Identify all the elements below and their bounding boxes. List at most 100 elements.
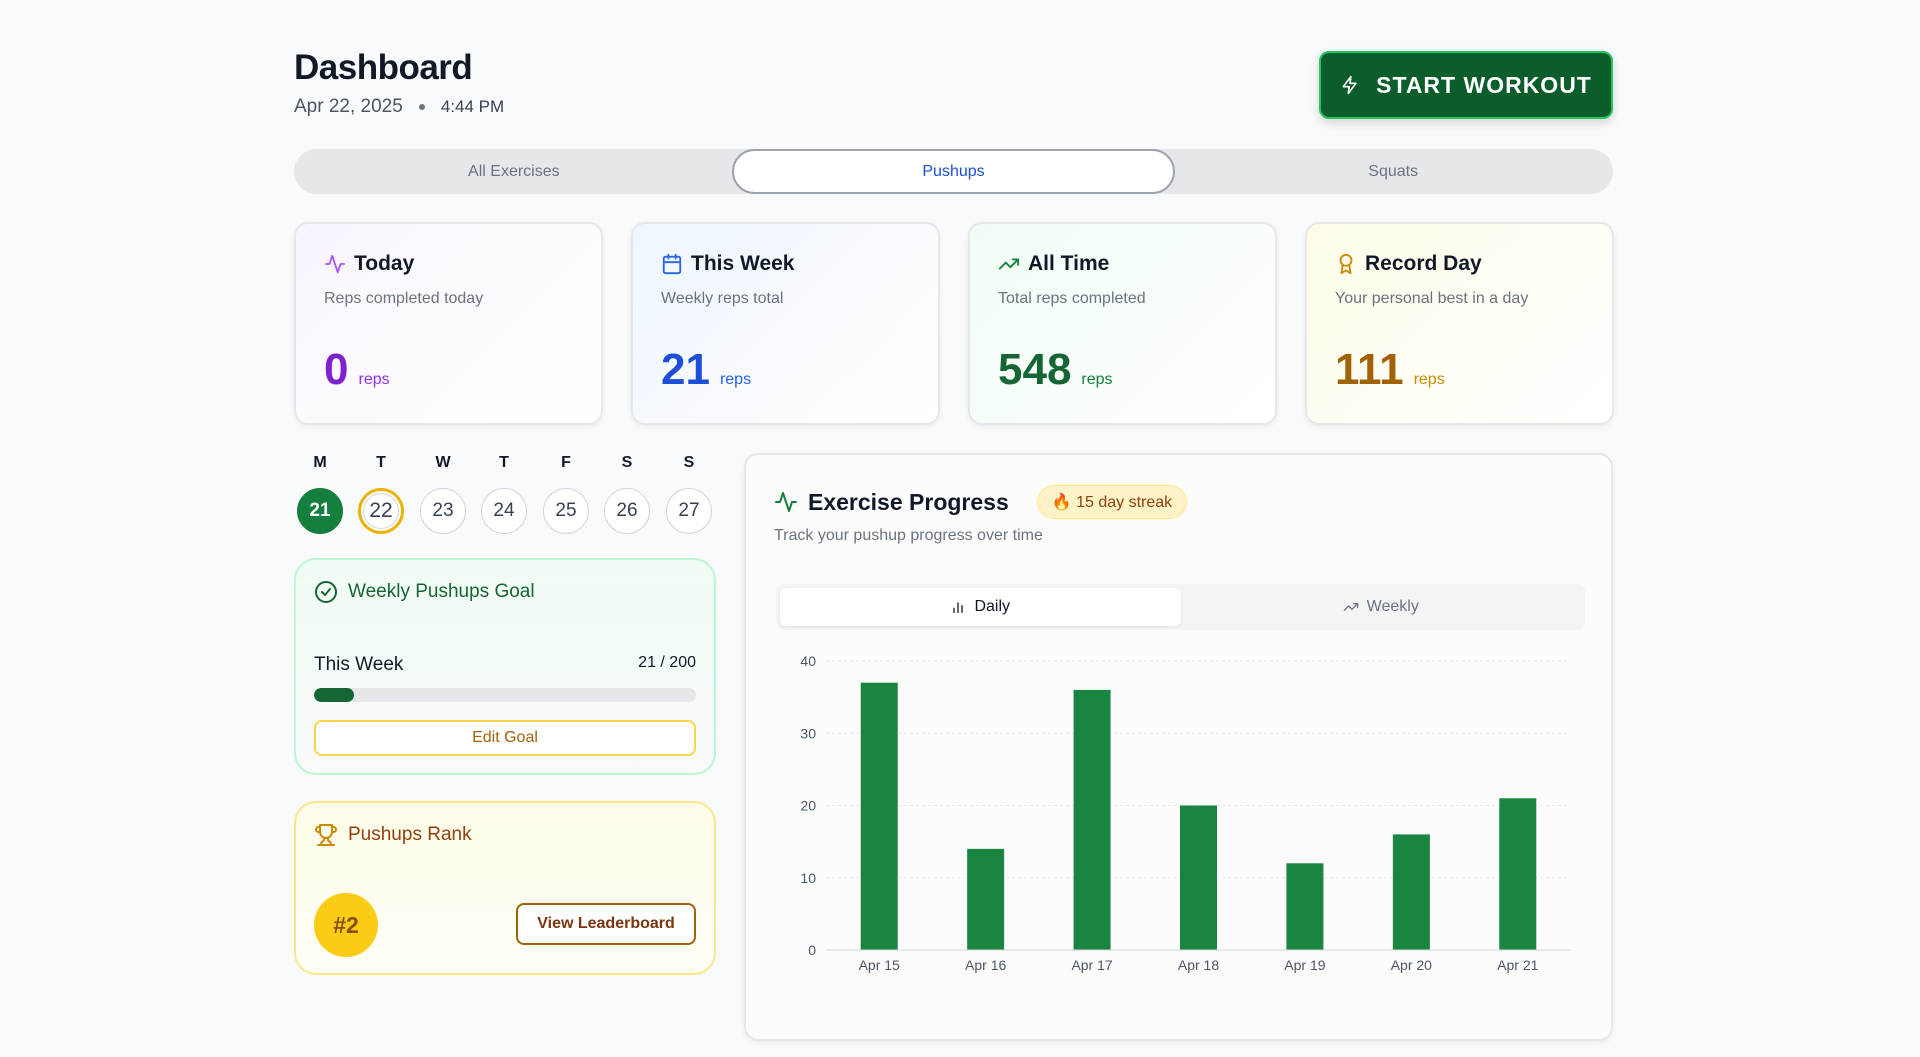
- y-tick-label: 30: [800, 725, 816, 741]
- week-day[interactable]: W 23: [420, 454, 466, 534]
- tab-all-exercises[interactable]: All Exercises: [468, 162, 560, 180]
- x-tick-label: Apr 20: [1391, 957, 1432, 973]
- dashboard: Dashboard Apr 22, 2025 4:44 PM START WOR…: [294, 0, 1614, 1057]
- progress-title: Exercise Progress: [808, 488, 1009, 515]
- award-icon: [1339, 253, 1353, 275]
- day-date: 23: [420, 488, 466, 534]
- x-tick-label: Apr 19: [1284, 957, 1325, 973]
- goal-progress-bar: [314, 688, 696, 702]
- chart-bar: [1286, 863, 1324, 950]
- stat-card-today: Today Reps completed today 0 reps: [294, 222, 603, 425]
- day-date: 22: [358, 488, 404, 534]
- goal-progress-fill: [314, 688, 355, 702]
- stat-title: This Week: [691, 252, 795, 275]
- trophy-icon: [315, 824, 337, 846]
- stat-description: Weekly reps total: [661, 290, 784, 307]
- day-date: 21: [297, 488, 343, 534]
- current-date: Apr 22, 2025: [294, 96, 403, 117]
- activity-icon: [775, 492, 797, 512]
- day-label: W: [435, 454, 451, 471]
- segment-label: Daily: [974, 598, 1011, 615]
- start-workout-label: START WORKOUT: [1376, 71, 1592, 98]
- trending-up-icon: [1343, 603, 1358, 611]
- goal-title: Weekly Pushups Goal: [348, 581, 535, 602]
- stat-unit: reps: [719, 371, 752, 388]
- bar-chart-icon: [953, 602, 964, 613]
- x-tick-label: Apr 21: [1497, 957, 1538, 973]
- day-label: S: [683, 454, 695, 471]
- week-day[interactable]: T 22: [358, 454, 404, 534]
- y-tick-label: 20: [800, 798, 816, 814]
- stat-title: Today: [354, 252, 415, 275]
- day-date: 24: [481, 488, 527, 534]
- week-day[interactable]: T 24: [481, 454, 527, 534]
- day-label: T: [376, 454, 386, 471]
- chart-bar: [860, 682, 898, 950]
- streak-badge: 🔥 15 day streak: [1036, 485, 1188, 519]
- rank-title: Pushups Rank: [348, 824, 472, 845]
- start-workout-button[interactable]: START WORKOUT: [1319, 51, 1613, 119]
- goal-row-label: This Week: [314, 654, 404, 675]
- view-leaderboard-button[interactable]: View Leaderboard: [516, 903, 696, 945]
- chart-bar: [967, 848, 1005, 950]
- x-tick-label: Apr 15: [859, 957, 900, 973]
- chart-bar: [1180, 805, 1217, 950]
- stat-unit: reps: [358, 371, 390, 388]
- segment-daily[interactable]: Daily: [780, 588, 1181, 626]
- separator-dot: [418, 104, 425, 110]
- y-tick-label: 0: [808, 942, 816, 958]
- day-date: 26: [604, 488, 650, 534]
- daily-bar-chart: 0 10 20 30 40 Apr 15 Apr 16 Apr 17 Apr 18 Apr 19 A…: [800, 653, 1571, 973]
- current-time: 4:44 PM: [440, 97, 505, 116]
- page-title: Dashboard: [294, 48, 473, 87]
- segment-weekly[interactable]: Weekly: [1181, 588, 1582, 626]
- x-tick-label: Apr 18: [1178, 957, 1219, 973]
- tab-pushups[interactable]: Pushups: [731, 149, 1176, 194]
- date-time-row: Apr 22, 2025 4:44 PM: [294, 96, 504, 118]
- rank-card: Pushups Rank #2 View Leaderboard: [294, 801, 716, 975]
- stat-card-all-time: All Time Total reps completed 548 reps: [968, 222, 1277, 425]
- stat-title: All Time: [1028, 252, 1110, 275]
- day-label: M: [313, 454, 327, 471]
- day-label: F: [561, 454, 571, 471]
- stat-description: Total reps completed: [998, 290, 1146, 307]
- chart-bar: [1392, 834, 1430, 950]
- stat-card-this-week: This Week Weekly reps total 21 reps: [631, 222, 940, 425]
- exercise-progress-card: Exercise Progress 🔥 15 day streak Track …: [744, 453, 1613, 1041]
- stat-value: 111: [1335, 345, 1404, 394]
- tab-squats[interactable]: Squats: [1368, 162, 1419, 180]
- y-tick-label: 40: [800, 653, 816, 669]
- activity-icon: [324, 254, 346, 274]
- stat-card-record-day: Record Day Your personal best in a day 1…: [1305, 222, 1614, 425]
- week-day[interactable]: F 25: [543, 454, 589, 534]
- stat-description: Your personal best in a day: [1335, 290, 1529, 307]
- check-circle-icon: [315, 581, 337, 603]
- x-tick-label: Apr 17: [1071, 957, 1112, 973]
- day-label: T: [499, 454, 509, 471]
- y-tick-label: 10: [800, 870, 816, 886]
- chart-range-toggle: Daily Weekly: [776, 584, 1585, 630]
- chart-bar: [1073, 689, 1111, 950]
- trending-up-icon: [998, 258, 1020, 270]
- bolt-icon: [1342, 75, 1357, 95]
- calendar-icon: [662, 253, 682, 275]
- goal-progress-text: 21 / 200: [638, 654, 696, 671]
- week-day[interactable]: S 26: [604, 454, 650, 534]
- exercise-tabs: All Exercises Pushups Squats: [294, 149, 1613, 194]
- weekly-goal-card: Weekly Pushups Goal This Week 21 / 200 E…: [294, 558, 716, 775]
- stat-title: Record Day: [1365, 252, 1482, 275]
- rank-badge: #2: [314, 893, 378, 957]
- day-label: S: [621, 454, 633, 471]
- stat-value: 0: [324, 345, 349, 394]
- x-tick-label: Apr 16: [965, 957, 1006, 973]
- stat-unit: reps: [1081, 371, 1113, 388]
- week-day[interactable]: M 21: [297, 454, 343, 534]
- day-date: 25: [543, 488, 589, 534]
- stat-description: Reps completed today: [324, 290, 484, 307]
- week-day[interactable]: S 27: [666, 454, 712, 534]
- stat-value: 21: [661, 345, 710, 394]
- edit-goal-button[interactable]: Edit Goal: [314, 720, 696, 756]
- progress-description: Track your pushup progress over time: [774, 527, 1043, 544]
- stat-value: 548: [998, 345, 1072, 394]
- stat-unit: reps: [1413, 371, 1445, 388]
